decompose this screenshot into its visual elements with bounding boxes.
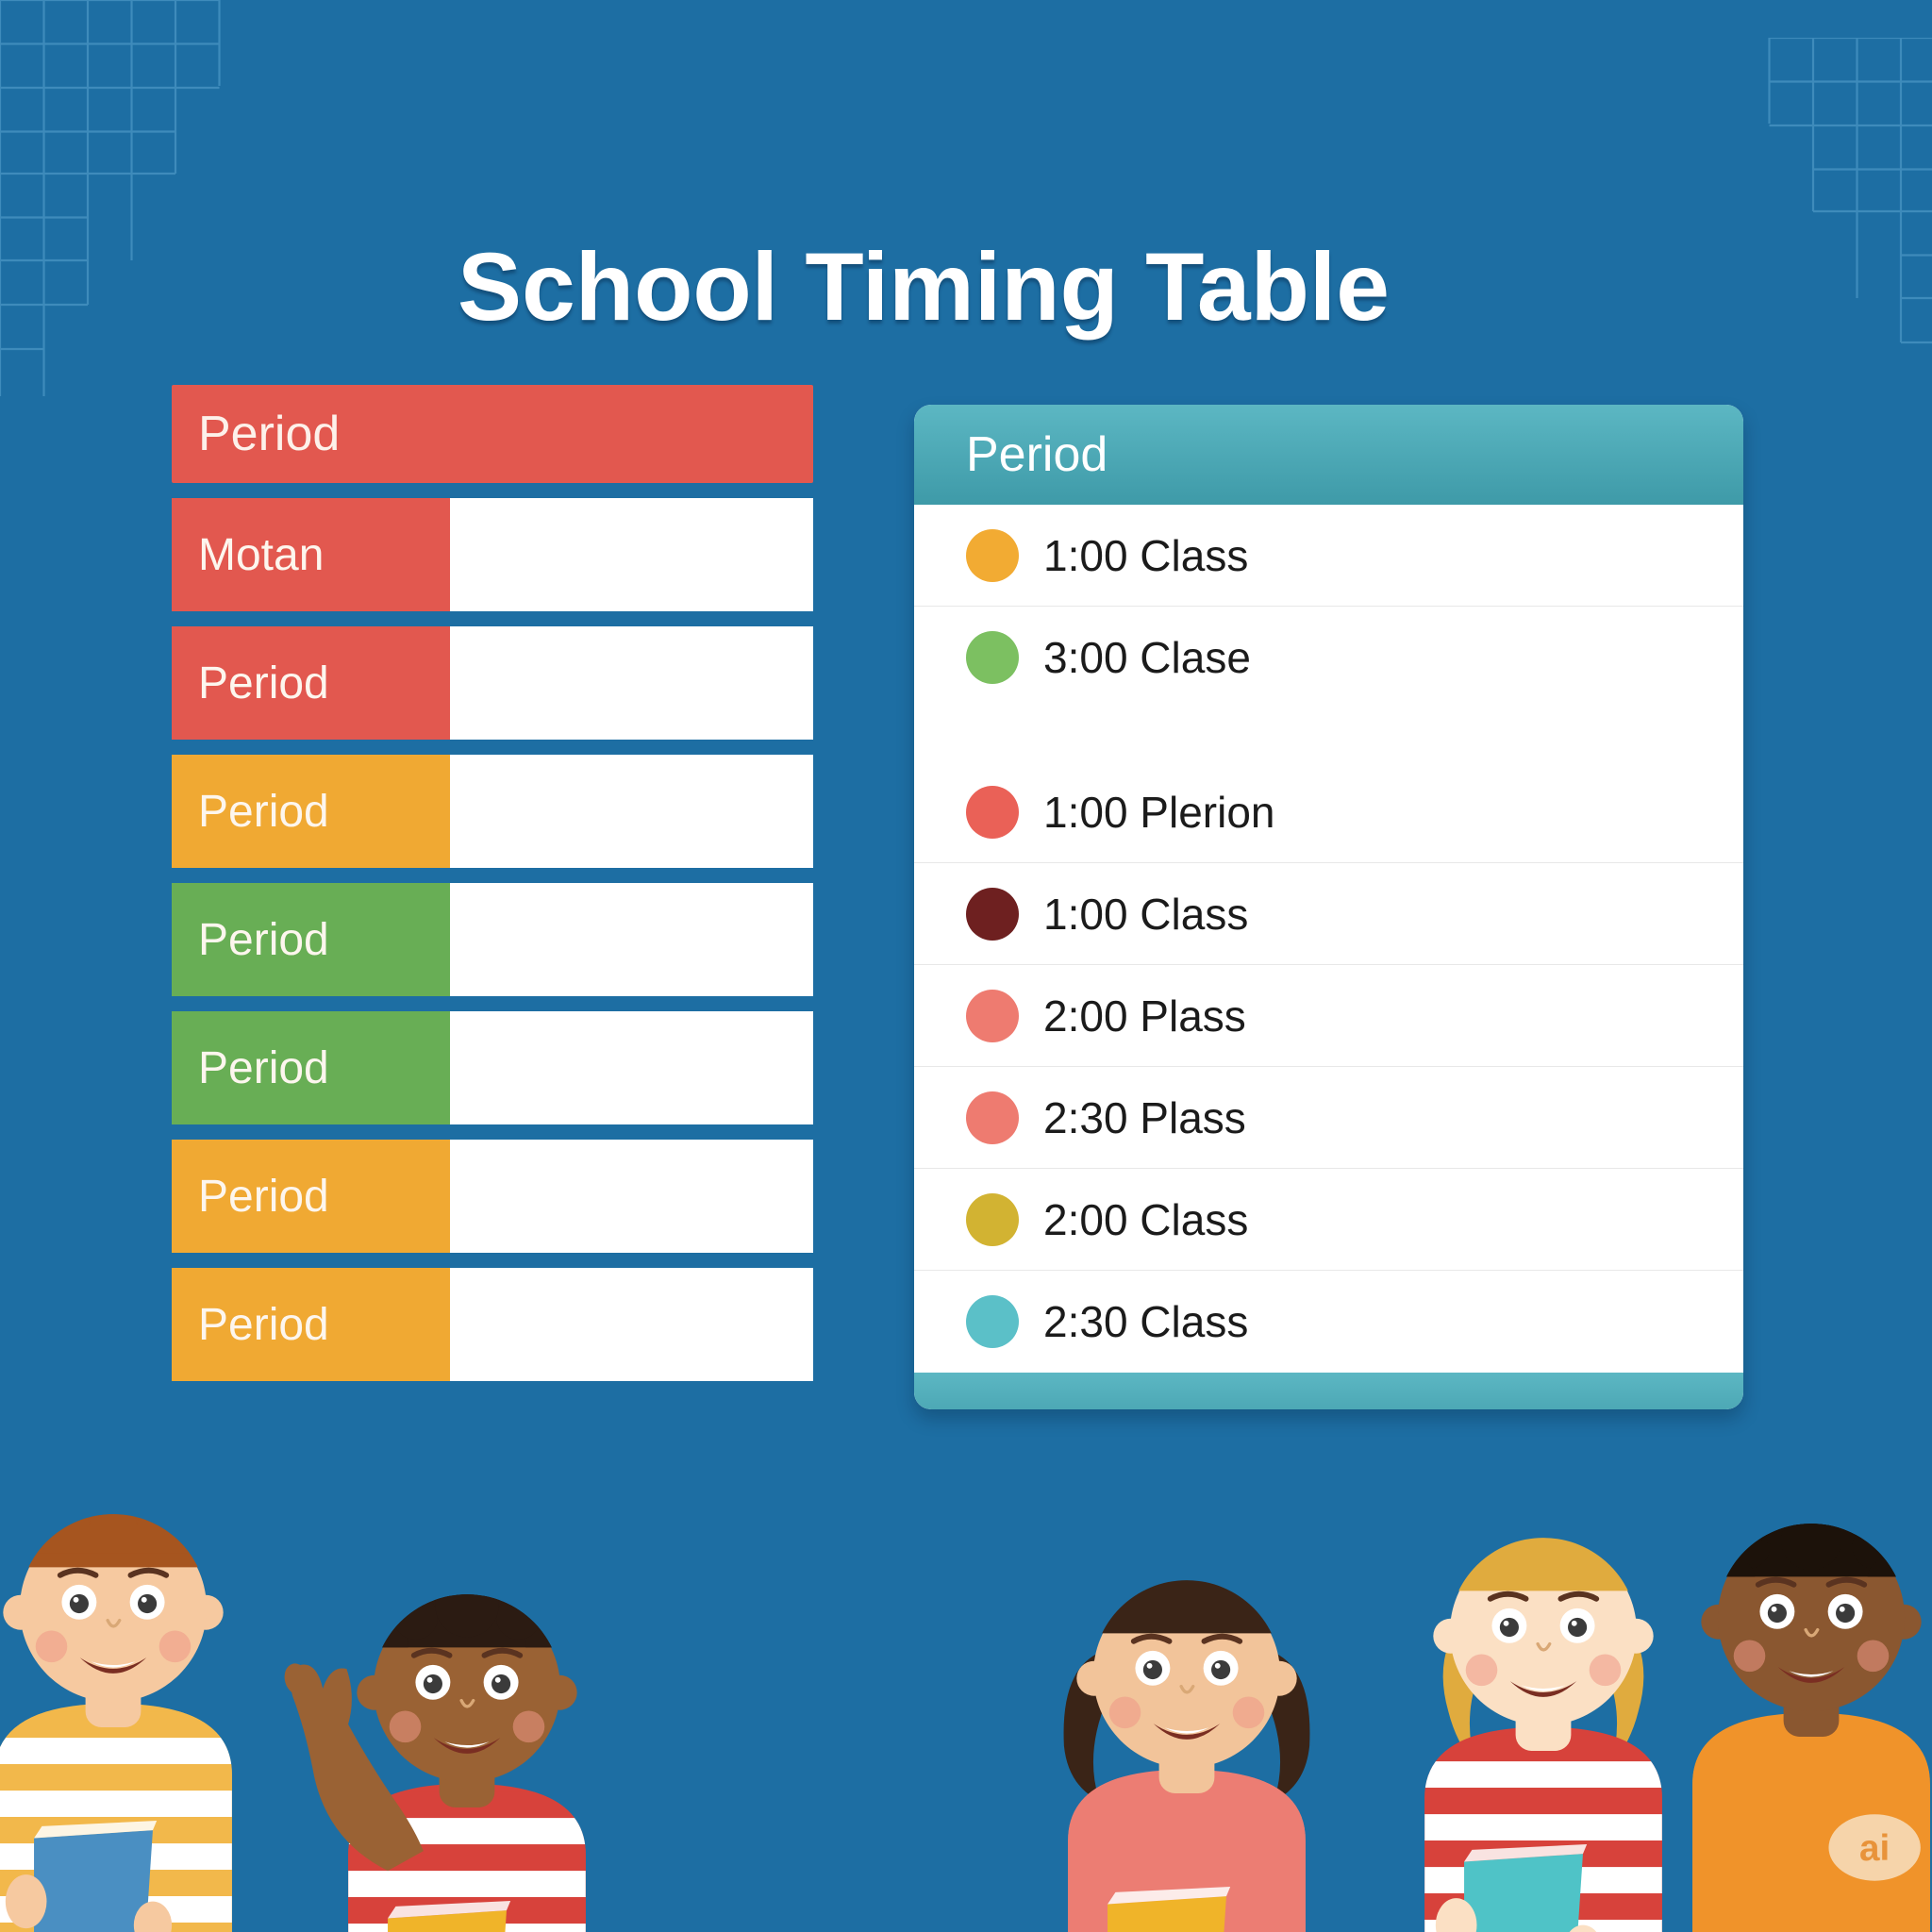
svg-text:ai: ai	[1859, 1828, 1890, 1869]
